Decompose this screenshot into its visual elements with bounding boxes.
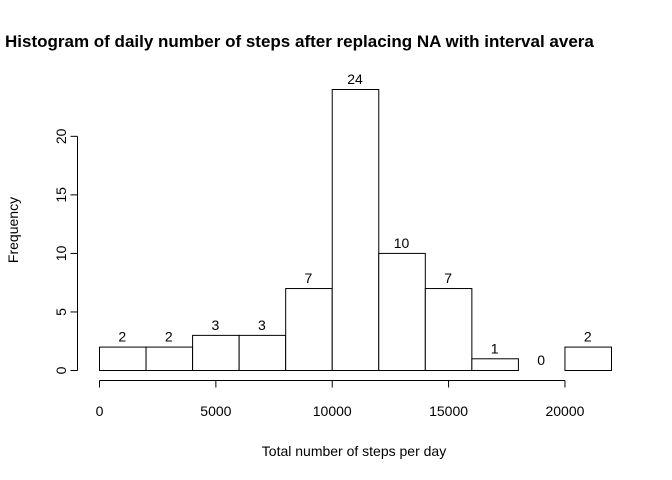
bar-value-label: 0 [537,352,545,368]
bar-value-label: 24 [347,71,363,87]
bar-value-label: 10 [394,235,410,251]
y-tick-label: 0 [53,366,69,374]
x-tick-label: 20000 [545,403,584,419]
bar-value-label: 3 [211,317,219,333]
histogram-bar [192,334,240,371]
histogram-bar [424,288,473,371]
histogram-bar [564,346,612,372]
histogram-bar [238,334,287,371]
histogram-bar [378,252,426,372]
x-tick-label: 5000 [200,403,231,419]
y-tick-label: 15 [53,187,69,203]
bar-value-label: 7 [444,270,452,286]
histogram-bar [285,288,333,371]
bar-value-label: 7 [305,270,313,286]
bar-value-label: 2 [165,329,173,345]
histogram-bar [331,89,380,371]
x-tick-label: 15000 [429,403,468,419]
x-axis-label: Total number of steps per day [262,443,446,459]
bar-value-label: 2 [118,329,126,345]
x-tick-label: 10000 [313,403,352,419]
y-tick-label: 5 [53,308,69,316]
chart-title: Histogram of daily number of steps after… [5,32,594,51]
bar-value-label: 3 [258,317,266,333]
bar-value-label: 2 [584,329,592,345]
histogram-bar [99,346,147,372]
y-tick-label: 20 [53,128,69,144]
y-tick-label: 10 [53,245,69,261]
histogram-bar [145,346,194,372]
y-axis: 0 5 10 15 20 [53,128,78,374]
y-axis-label: Frequency [5,197,21,263]
bars-group [99,89,612,372]
histogram-bar [471,358,519,371]
x-axis: 0 5000 10000 15000 20000 [96,380,585,419]
x-tick-label: 0 [96,403,104,419]
bar-value-label: 1 [491,340,499,356]
